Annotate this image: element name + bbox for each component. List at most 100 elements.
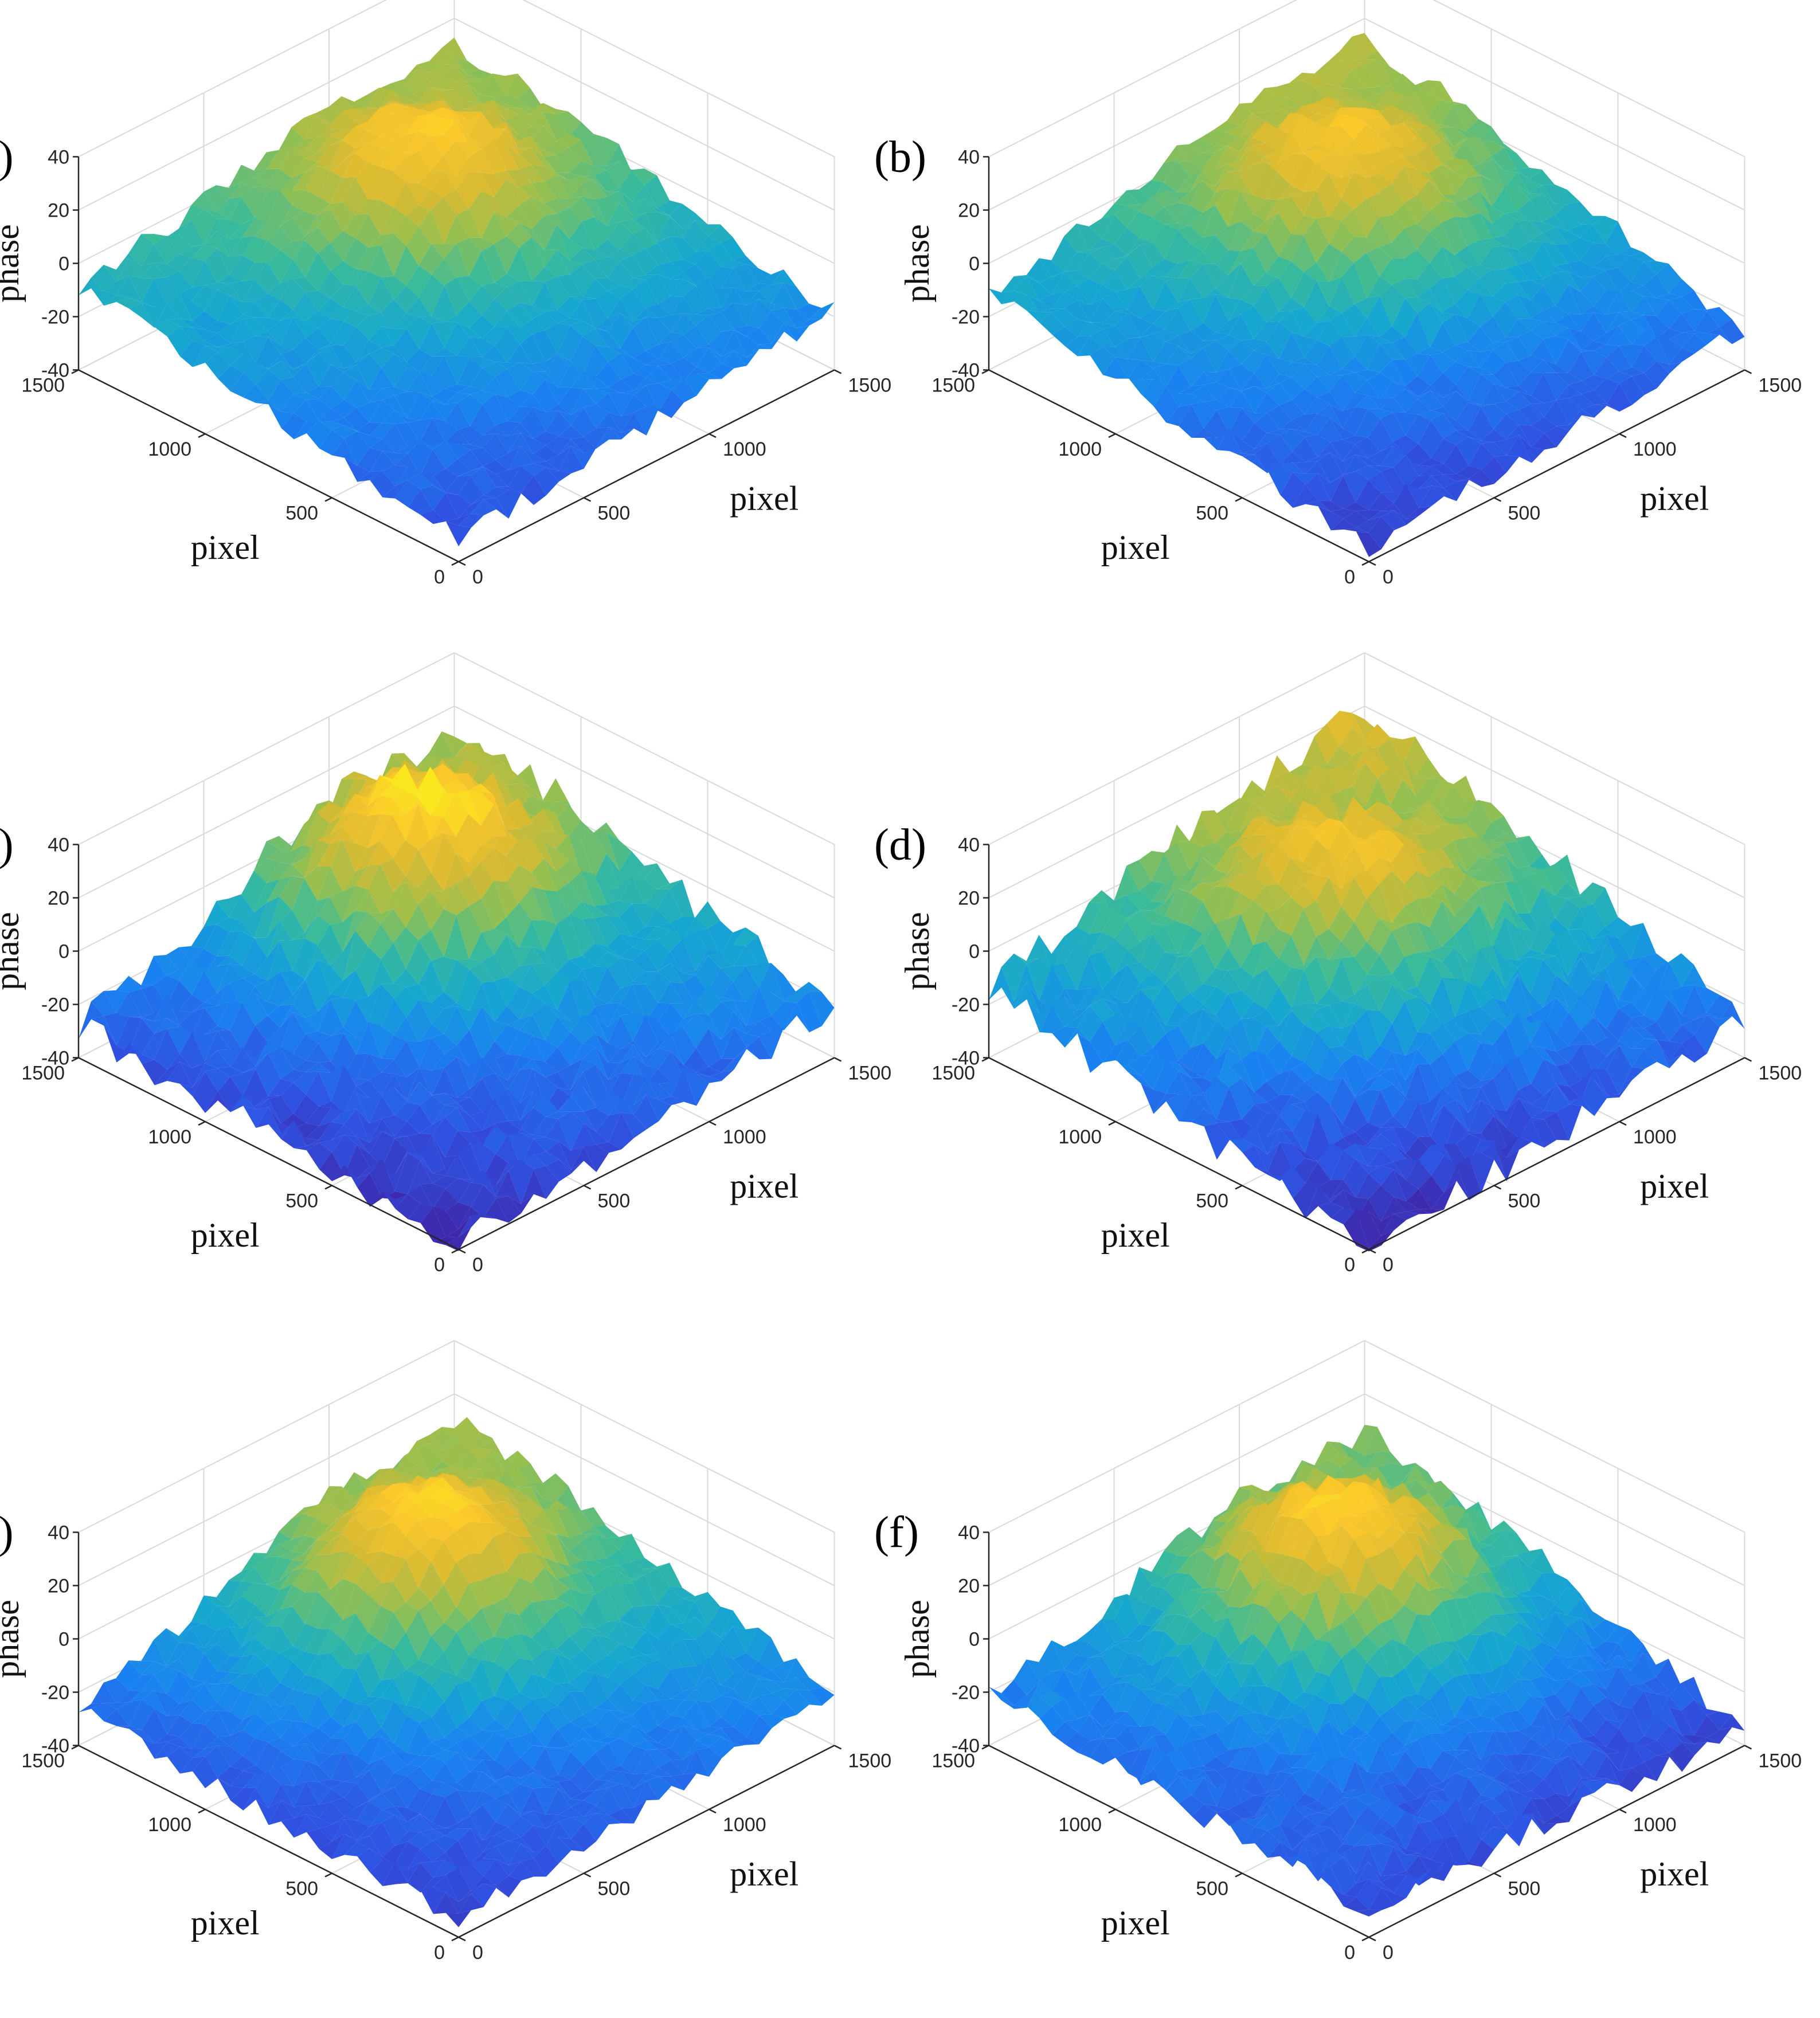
surface-cell (1379, 831, 1404, 863)
surface-cell (582, 918, 608, 947)
surface-cell (683, 1740, 709, 1760)
surface-cell (1555, 975, 1581, 1008)
surface-cell (1089, 931, 1115, 955)
surface-cell (382, 1815, 408, 1846)
surface-cell (1466, 137, 1492, 164)
surface-cell (394, 313, 419, 329)
surface-cell (670, 1598, 695, 1624)
surface-cell (381, 1700, 407, 1743)
surface-cell (746, 344, 772, 358)
surface-cell (1127, 286, 1153, 319)
surface-cell (1203, 369, 1229, 382)
surface-cell (746, 1021, 772, 1037)
surface-cell (1606, 312, 1631, 334)
surface-cell (367, 1493, 393, 1510)
surface-cell (1316, 155, 1341, 178)
surface-cell (1380, 1068, 1406, 1097)
surface-cell (1239, 798, 1265, 811)
surface-cell (342, 885, 368, 922)
surface-cell (520, 1132, 546, 1139)
surface-cell (1442, 867, 1467, 894)
surface-cell (1316, 988, 1342, 1005)
surface-cell (619, 851, 644, 879)
surface-cell (1340, 69, 1365, 89)
surface-cell (255, 1052, 281, 1096)
surface-cell (405, 107, 430, 122)
surface-cell (1291, 957, 1317, 970)
surface-cell (608, 1684, 633, 1711)
surface-cell (418, 872, 444, 891)
surface-cell (507, 362, 533, 390)
surface-cell (1051, 236, 1077, 271)
surface-cell (1140, 359, 1166, 369)
grid-line (78, 706, 455, 899)
surface-cell (154, 303, 180, 328)
surface-cell (166, 1670, 192, 1704)
surface-cell (1517, 241, 1543, 261)
surface-cell (495, 1090, 520, 1121)
surface-cell (1681, 985, 1707, 1020)
surface-cell (457, 1056, 483, 1090)
surface-cell (493, 128, 519, 154)
surface-cell (1304, 900, 1329, 937)
surface-cell (318, 1779, 344, 1789)
surface-cell (506, 146, 531, 170)
surface-cell (1430, 278, 1455, 312)
surface-cell (758, 1015, 784, 1030)
surface-cell (430, 1502, 456, 1519)
surface-cell (179, 1756, 205, 1774)
surface-cell (1227, 1504, 1253, 1523)
surface-cell (657, 216, 683, 241)
surface-cell (608, 1016, 633, 1049)
surface-cell (633, 365, 659, 378)
surface-cell (1279, 1055, 1305, 1074)
surface-cell (407, 1105, 433, 1134)
surface-cell (291, 1535, 317, 1554)
surface-cell (533, 379, 558, 412)
surface-cell (418, 136, 444, 171)
surface-cell (1631, 1015, 1657, 1029)
y-tick (324, 1185, 332, 1190)
surface-cell (317, 202, 343, 215)
surface-cell (1090, 298, 1115, 323)
surface-cell (482, 954, 507, 981)
surface-cell (507, 1692, 533, 1710)
surface-cell (179, 319, 205, 330)
surface-cell (645, 1002, 671, 1021)
surface-cell (1240, 146, 1266, 171)
surface-cell (1152, 952, 1178, 983)
surface-cell (281, 1120, 307, 1149)
surface-cell (469, 982, 495, 1021)
surface-cell (380, 128, 406, 139)
surface-cell (696, 1066, 722, 1077)
surface-cell (570, 1671, 596, 1692)
surface-cell (1290, 820, 1316, 831)
surface-cell (733, 325, 759, 336)
surface-cell (456, 301, 482, 328)
surface-cell (721, 1736, 747, 1747)
surface-cell (683, 1700, 709, 1730)
surface-cell (456, 906, 482, 959)
surface-cell (481, 190, 507, 217)
grid-line (988, 1340, 1365, 1533)
surface-cell (620, 1714, 646, 1734)
surface-cell (1254, 1026, 1279, 1055)
surface-cell (507, 406, 533, 423)
surface-cell (1305, 453, 1330, 463)
surface-cell (355, 1565, 381, 1595)
surface-cell (1467, 265, 1493, 278)
surface-cell (253, 150, 279, 171)
surface-cell (1606, 1045, 1632, 1095)
surface-cell (242, 1738, 268, 1765)
surface-cell (1204, 429, 1230, 450)
surface-cell (331, 1721, 357, 1739)
surface-cell (620, 289, 645, 322)
surface-cell (1177, 260, 1203, 279)
surface-cell (683, 1000, 709, 1019)
surface-cell (570, 1087, 596, 1112)
surface-cell (1416, 144, 1442, 174)
surface-cell (1039, 312, 1065, 335)
surface-cell (1542, 887, 1568, 918)
surface-cell (1392, 258, 1418, 280)
panel-label: (d) (874, 820, 926, 869)
